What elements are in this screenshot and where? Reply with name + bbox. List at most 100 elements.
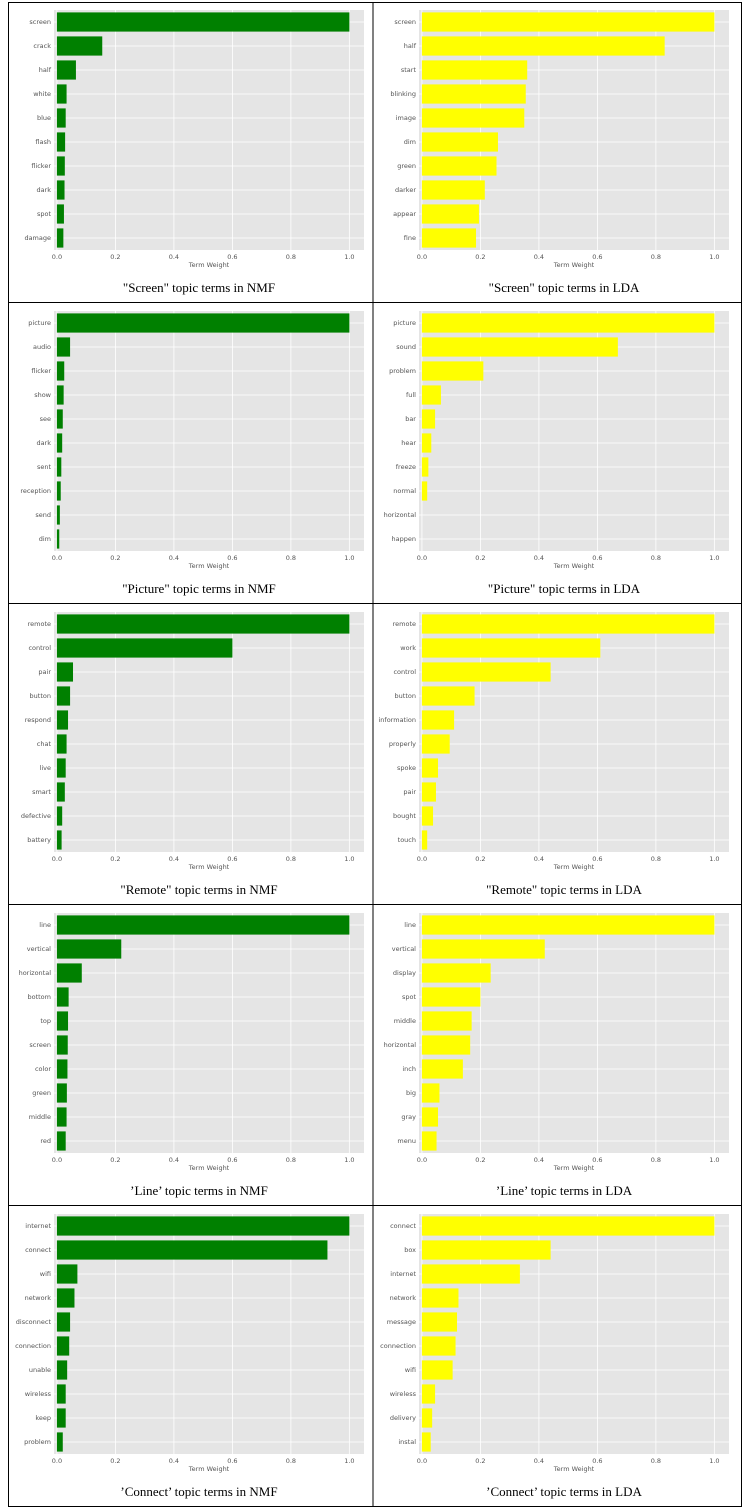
- x-tick-label: 0.8: [651, 554, 661, 562]
- bar: [421, 686, 475, 706]
- x-tick-label: 0.4: [169, 1156, 179, 1164]
- x-axis-label: Term Weight: [188, 1164, 230, 1172]
- bar: [421, 337, 618, 357]
- x-axis-label: Term Weight: [553, 1465, 595, 1473]
- bar: [56, 361, 65, 381]
- y-tick-label: gray: [401, 1113, 416, 1121]
- caption: "Screen" topic terms in NMF: [123, 280, 275, 295]
- y-tick-label: image: [396, 114, 416, 122]
- y-tick-label: properly: [389, 740, 416, 748]
- bar: [421, 84, 526, 104]
- x-tick-label: 0.8: [286, 554, 296, 562]
- y-tick-label: appear: [393, 210, 416, 218]
- y-tick-label: menu: [397, 1137, 416, 1145]
- x-tick-label: 0.6: [227, 855, 237, 863]
- x-tick-label: 0.2: [475, 1457, 485, 1465]
- bar: [421, 228, 477, 248]
- y-tick-label: bought: [393, 812, 416, 820]
- caption: "Screen" topic terms in LDA: [489, 280, 640, 295]
- caption: ’Line’ topic terms in NMF: [130, 1183, 268, 1198]
- bar: [421, 132, 498, 152]
- y-tick-label: blinking: [390, 90, 416, 98]
- x-tick-label: 0.2: [110, 1156, 120, 1164]
- bar: [56, 228, 64, 248]
- bar: [421, 361, 484, 381]
- y-tick-label: white: [33, 90, 51, 98]
- x-tick-label: 0.6: [592, 253, 602, 261]
- bar: [56, 1107, 67, 1127]
- bar: [56, 60, 76, 80]
- y-tick-label: darker: [395, 186, 416, 194]
- x-axis-label: Term Weight: [553, 562, 595, 570]
- x-tick-label: 0.6: [592, 1457, 602, 1465]
- y-tick-label: sound: [396, 343, 416, 351]
- bar: [56, 12, 350, 32]
- y-tick-label: audio: [33, 343, 51, 351]
- y-tick-label: internet: [25, 1222, 51, 1230]
- y-tick-label: sent: [37, 463, 52, 471]
- x-tick-label: 0.6: [592, 554, 602, 562]
- y-tick-label: dim: [404, 138, 416, 146]
- x-tick-label: 0.4: [534, 1156, 544, 1164]
- y-tick-label: green: [32, 1089, 51, 1097]
- x-tick-label: 1.0: [709, 1156, 719, 1164]
- y-tick-label: spot: [37, 210, 51, 218]
- y-tick-label: remote: [28, 620, 51, 628]
- y-tick-label: line: [39, 921, 51, 929]
- bar: [421, 963, 491, 983]
- y-tick-label: display: [393, 969, 416, 977]
- y-tick-label: see: [40, 415, 51, 423]
- y-tick-label: start: [401, 66, 417, 74]
- bar: [56, 529, 60, 549]
- caption: "Picture" topic terms in NMF: [122, 581, 276, 596]
- y-tick-label: reception: [20, 487, 51, 495]
- bar: [421, 1432, 431, 1452]
- bar: [56, 337, 71, 357]
- x-tick-label: 1.0: [344, 855, 354, 863]
- y-tick-label: wifi: [405, 1366, 416, 1374]
- bar: [421, 830, 428, 850]
- bar: [56, 204, 64, 224]
- bar: [421, 385, 441, 405]
- y-tick-label: green: [397, 162, 416, 170]
- bar: [56, 180, 65, 200]
- bar: [56, 481, 61, 501]
- bar: [56, 915, 350, 935]
- bar: [421, 1059, 463, 1079]
- x-tick-label: 0.6: [227, 1156, 237, 1164]
- bar: [56, 686, 71, 706]
- bar: [421, 409, 436, 429]
- y-tick-label: dim: [39, 535, 51, 543]
- y-tick-label: full: [406, 391, 416, 399]
- x-tick-label: 0.4: [534, 855, 544, 863]
- y-tick-label: dark: [36, 439, 51, 447]
- bar: [56, 734, 67, 754]
- y-tick-label: horizontal: [384, 1041, 417, 1049]
- x-tick-label: 0.4: [169, 554, 179, 562]
- bar: [421, 1107, 439, 1127]
- y-tick-label: keep: [35, 1414, 51, 1422]
- bar: [56, 963, 82, 983]
- y-tick-label: remote: [393, 620, 416, 628]
- bar: [421, 60, 528, 80]
- y-tick-label: inch: [402, 1065, 416, 1073]
- y-tick-label: vertical: [392, 945, 416, 953]
- bar: [421, 1035, 471, 1055]
- bar: [421, 939, 545, 959]
- bar: [421, 1264, 520, 1284]
- x-tick-label: 0.2: [475, 855, 485, 863]
- x-tick-label: 0.6: [227, 554, 237, 562]
- x-tick-label: 0.2: [475, 1156, 485, 1164]
- x-tick-label: 0.0: [417, 253, 427, 261]
- x-tick-label: 0.4: [169, 855, 179, 863]
- bar: [421, 1336, 456, 1356]
- y-tick-label: spot: [402, 993, 416, 1001]
- x-tick-label: 0.2: [110, 253, 120, 261]
- bar: [56, 1336, 70, 1356]
- x-tick-label: 0.4: [534, 554, 544, 562]
- y-tick-label: blue: [37, 114, 51, 122]
- x-tick-label: 1.0: [344, 1457, 354, 1465]
- bar: [421, 638, 601, 658]
- y-tick-label: hear: [401, 439, 416, 447]
